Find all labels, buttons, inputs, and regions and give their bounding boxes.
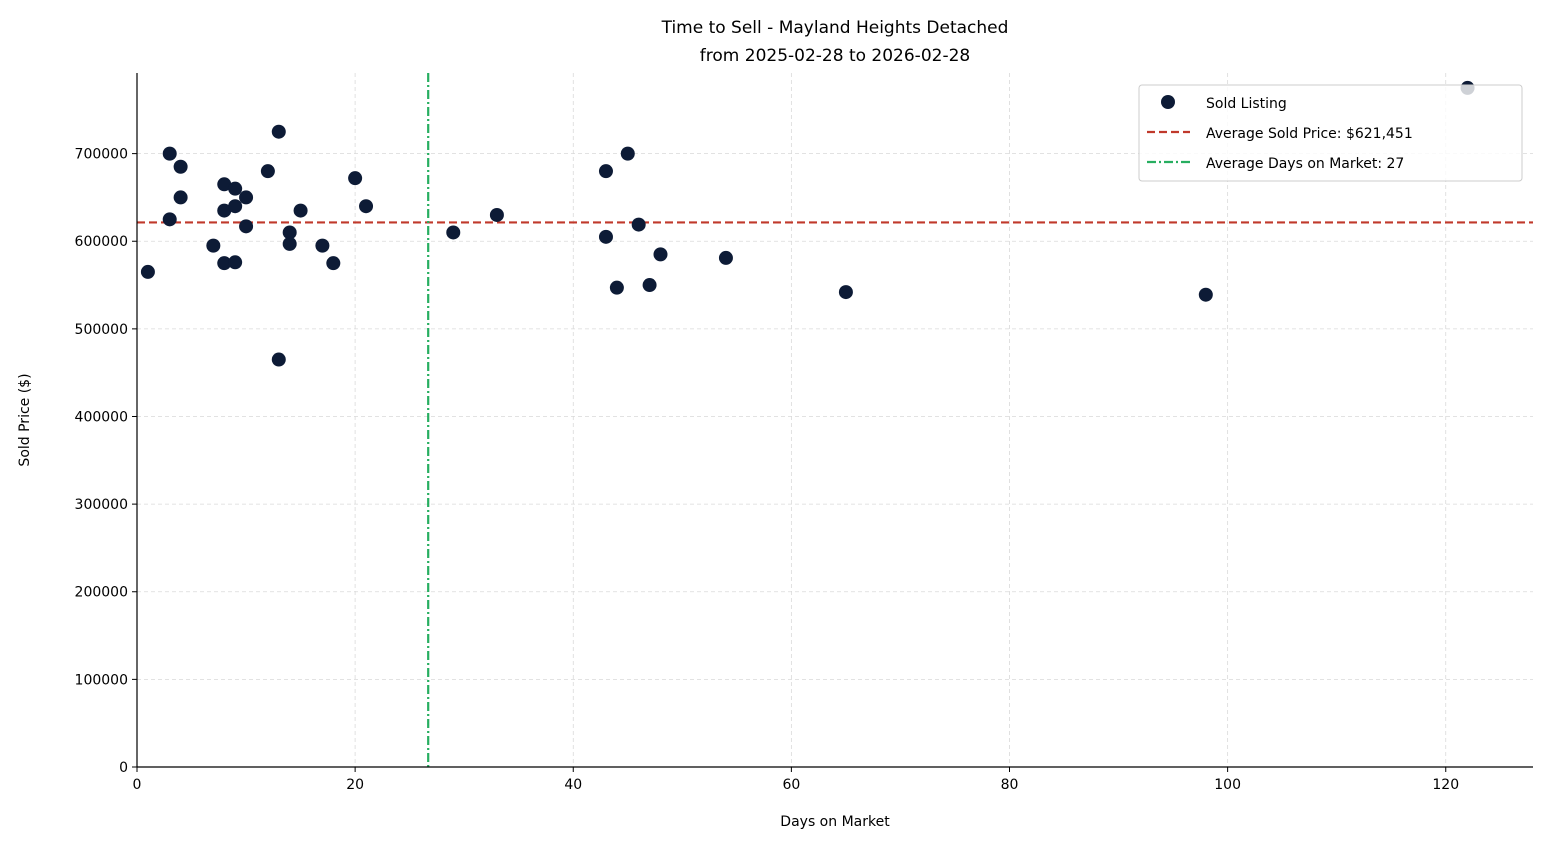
y-axis-label: Sold Price ($) bbox=[17, 373, 33, 466]
data-point bbox=[653, 247, 668, 262]
data-point bbox=[609, 280, 624, 295]
x-tick-label: 80 bbox=[1001, 777, 1019, 793]
legend-box bbox=[1138, 84, 1523, 182]
axes: 0 20 40 60 80 100 120 0 100000 200000 300000 400000… bbox=[75, 73, 1533, 793]
data-point bbox=[217, 177, 232, 192]
data-point bbox=[228, 255, 243, 270]
x-tick-label: 100 bbox=[1214, 777, 1241, 793]
data-point bbox=[348, 171, 363, 186]
legend: Sold Listing Average Sold Price: $621,45… bbox=[1138, 84, 1523, 182]
data-point bbox=[315, 238, 330, 253]
data-point bbox=[1198, 287, 1213, 302]
legend-label-avg-price: Average Sold Price: $621,451 bbox=[1206, 126, 1413, 142]
data-point bbox=[173, 159, 188, 174]
data-point bbox=[217, 256, 232, 271]
data-point bbox=[489, 207, 504, 222]
data-point bbox=[631, 217, 646, 232]
y-tick-label: 400000 bbox=[75, 409, 128, 425]
y-tick-label: 600000 bbox=[75, 234, 128, 250]
legend-label-sold: Sold Listing bbox=[1206, 96, 1287, 112]
data-point bbox=[598, 229, 613, 244]
data-point bbox=[217, 203, 232, 218]
data-point bbox=[228, 181, 243, 196]
y-tick-label: 0 bbox=[119, 760, 128, 776]
data-point bbox=[239, 219, 254, 234]
x-tick-label: 120 bbox=[1432, 777, 1459, 793]
chart-title: Time to Sell - Mayland Heights Detached bbox=[661, 18, 1009, 38]
y-tick-label: 100000 bbox=[75, 672, 128, 688]
chart-subtitle: from 2025-02-28 to 2026-02-28 bbox=[700, 46, 970, 66]
data-point bbox=[162, 212, 177, 227]
x-axis-label: Days on Market bbox=[780, 814, 890, 830]
data-point bbox=[228, 199, 243, 214]
data-point bbox=[446, 225, 461, 240]
y-tick-label: 700000 bbox=[75, 147, 128, 163]
data-point bbox=[642, 278, 657, 293]
data-point bbox=[359, 199, 374, 214]
y-tick-label: 200000 bbox=[75, 585, 128, 601]
data-point bbox=[293, 203, 308, 218]
data-point bbox=[260, 164, 275, 179]
data-point bbox=[620, 146, 635, 161]
data-point bbox=[140, 264, 155, 279]
data-point bbox=[718, 250, 733, 265]
data-point bbox=[173, 190, 188, 205]
legend-label-avg-days: Average Days on Market: 27 bbox=[1206, 156, 1404, 172]
data-point bbox=[271, 124, 286, 139]
data-point bbox=[282, 236, 297, 251]
data-point bbox=[838, 285, 853, 300]
data-point bbox=[282, 225, 297, 240]
x-tick-label: 20 bbox=[346, 777, 364, 793]
data-point bbox=[326, 256, 341, 271]
reference-lines bbox=[137, 73, 1533, 767]
y-tick-label: 300000 bbox=[75, 497, 128, 513]
legend-marker-sold bbox=[1161, 95, 1175, 109]
data-point bbox=[239, 190, 254, 205]
x-tick-label: 60 bbox=[782, 777, 800, 793]
data-points bbox=[140, 80, 1475, 367]
x-tick-label: 40 bbox=[564, 777, 582, 793]
data-point bbox=[271, 352, 286, 367]
x-tick-label: 0 bbox=[133, 777, 142, 793]
y-tick-label: 500000 bbox=[75, 322, 128, 338]
data-point bbox=[206, 238, 221, 253]
data-point bbox=[162, 146, 177, 161]
data-point bbox=[598, 164, 613, 179]
